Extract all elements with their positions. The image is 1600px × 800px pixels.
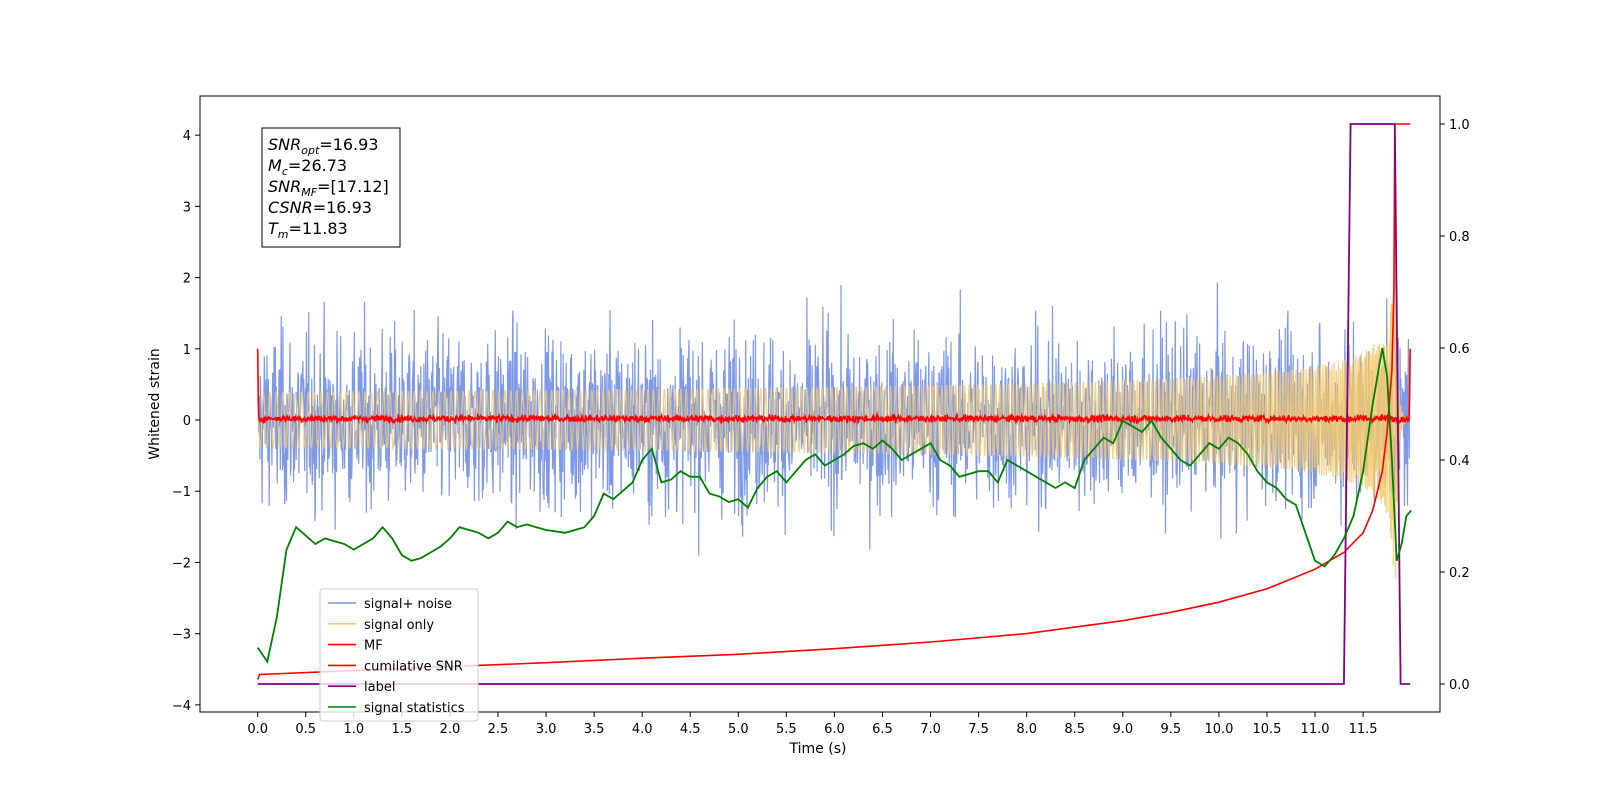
legend-frame: [319, 588, 479, 722]
series-layer: [256, 123, 1412, 685]
y-tick-label-right: 0.2: [1449, 566, 1470, 581]
x-tick-label: 9.0: [1112, 722, 1133, 737]
series-signal-only: [257, 200, 1411, 579]
y-tick-label-left: −3: [172, 628, 191, 643]
x-axis-label: Time (s): [789, 741, 847, 757]
x-tick-label: 3.0: [536, 722, 557, 737]
legend-entry: signal only: [364, 618, 434, 633]
axes-layer: 0.0 0.5 1.0 1.5 2.0 2.5 3.0 3.5 4.0 4.5 5.0 5.5 6.0 6…: [172, 118, 1470, 737]
y-tick-label-left: −4: [172, 699, 191, 714]
legend-entry: signal+ noise: [364, 597, 452, 612]
y-tick-label-right: 0.4: [1449, 454, 1470, 469]
annotation-line: SNRopt=16.93: [268, 135, 379, 157]
x-tick-label: 1.0: [343, 722, 364, 737]
x-tick-label: 1.5: [392, 722, 413, 737]
x-tick-label: 5.5: [776, 722, 797, 737]
y-tick-label-left: −1: [172, 485, 191, 500]
x-tick-label: 4.5: [680, 722, 701, 737]
legend-entry: cumilative SNR: [364, 659, 463, 674]
x-tick-label: 8.5: [1064, 722, 1085, 737]
series-signal-statistics: [256, 347, 1412, 664]
y-axis-label-left: Whitened strain: [147, 348, 163, 459]
y-tick-label-right: 0.6: [1449, 342, 1470, 357]
x-tick-label: 10.5: [1253, 722, 1282, 737]
annotation-line: CSNR=16.93: [268, 198, 372, 217]
y-tick-label-left: 2: [183, 272, 191, 287]
annotation-frame: [261, 127, 401, 248]
y-tick-label-right: 0.8: [1449, 230, 1470, 245]
x-tick-label: 0.0: [247, 722, 268, 737]
y-tick-label-left: 4: [183, 129, 191, 144]
axes-frame: [199, 95, 1441, 713]
legend-entry: signal statistics: [364, 701, 465, 716]
x-tick-label: 11.0: [1301, 722, 1330, 737]
y-tick-label-left: 1: [183, 343, 191, 358]
series-label: [257, 123, 1411, 685]
x-tick-label: 2.0: [440, 722, 461, 737]
x-tick-label: 9.5: [1161, 722, 1182, 737]
x-tick-label: 11.5: [1349, 722, 1378, 737]
x-tick-label: 3.5: [584, 722, 605, 737]
x-tick-label: 5.0: [728, 722, 749, 737]
legend: signal+ noise signal only MF cumilative SNR…: [319, 588, 479, 722]
y-tick-label-left: 3: [183, 200, 191, 215]
x-tick-label: 10.0: [1204, 722, 1233, 737]
x-tick-label: 7.0: [920, 722, 941, 737]
legend-entry: label: [364, 680, 395, 695]
y-tick-label-left: −2: [172, 556, 191, 571]
y-tick-label-right: 0.0: [1449, 678, 1470, 693]
annotation-line: Mc=26.73: [268, 156, 347, 178]
legend-entry: MF: [364, 639, 383, 654]
x-tick-label: 7.5: [968, 722, 989, 737]
plot-area: [199, 95, 1441, 713]
series-mf: [256, 348, 1411, 426]
y-tick-label-left: 0: [183, 414, 191, 429]
annotation-box: SNRopt=16.93Mc=26.73SNRMF=[17.12]CSNR=16…: [261, 127, 401, 248]
series-cumulative-snr: [256, 123, 1411, 680]
x-tick-label: 8.0: [1016, 722, 1037, 737]
x-tick-label: 6.5: [872, 722, 893, 737]
x-tick-label: 2.5: [488, 722, 509, 737]
annotation-line: Tm=11.83: [268, 219, 348, 241]
x-tick-label: 6.0: [824, 722, 845, 737]
x-tick-label: 0.5: [295, 722, 316, 737]
x-tick-label: 4.0: [632, 722, 653, 737]
annotation-line: SNRMF=[17.12]: [268, 177, 389, 199]
y-tick-label-right: 1.0: [1449, 118, 1470, 133]
